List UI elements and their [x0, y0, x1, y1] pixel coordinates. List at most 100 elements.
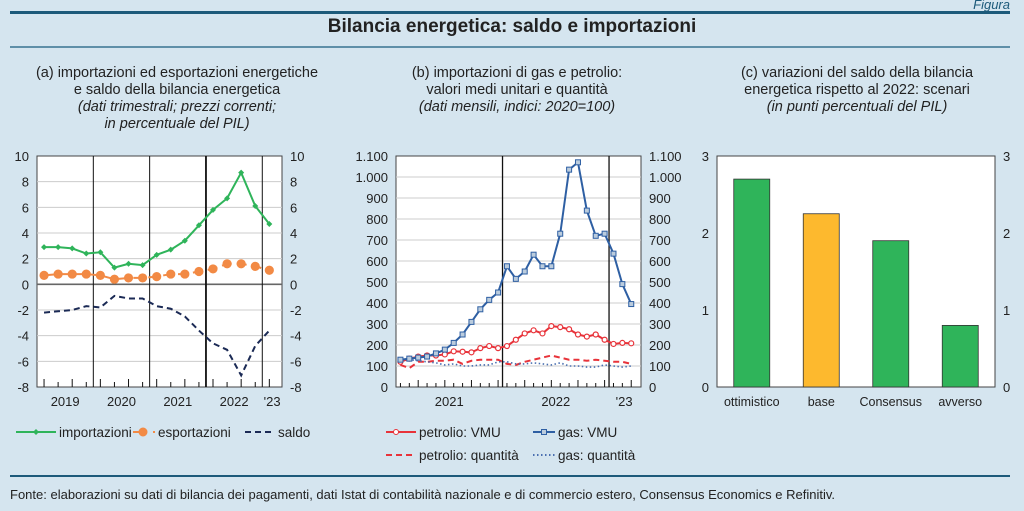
y-tick-label-left: 3	[702, 149, 709, 164]
gas: VMU-point	[601, 230, 608, 237]
gas: VMU-point	[628, 301, 635, 308]
esportazioni-point	[222, 259, 232, 269]
petrolio: VMU-point	[565, 326, 573, 333]
y-tick-label-left: 8	[22, 175, 29, 190]
petrolio: VMU-point	[468, 349, 475, 356]
petrolio: VMU-point	[530, 327, 537, 334]
y-tick-label-right: 10	[290, 149, 304, 164]
gas: VMU-point	[583, 207, 590, 214]
x-tick-label: 2021	[435, 394, 464, 409]
source-note: Fonte: elaborazioni su dati di bilancia …	[10, 487, 835, 502]
gas: VMU-point	[477, 306, 484, 313]
y-tick-label-right: 800	[649, 212, 671, 227]
esportazioni-point	[208, 264, 218, 274]
top-rule	[10, 11, 1010, 14]
bar-avverso	[941, 324, 979, 388]
importazioni-point	[210, 206, 217, 213]
title-rule	[10, 46, 1010, 48]
legend-label: gas: VMU	[558, 425, 617, 440]
subtitle-line: (dati mensili, indici: 2020=100)	[418, 99, 616, 115]
y-tick-label-left: 300	[366, 317, 388, 332]
bar-ottimistico	[733, 178, 771, 388]
y-tick-label-left: 800	[366, 212, 388, 227]
gas: VMU-point	[468, 318, 475, 325]
y-tick-label-left: 0	[22, 277, 29, 292]
importazioni-point	[153, 251, 160, 258]
gas: VMU-point	[424, 353, 431, 360]
footer-rule	[10, 475, 1010, 477]
y-tick-label-left: 10	[15, 149, 29, 164]
gas: VMU-point	[566, 166, 573, 173]
y-tick-label-left: -2	[17, 303, 29, 318]
legend-label: petrolio: quantità	[419, 448, 519, 463]
y-tick-label-left: 0	[381, 380, 388, 395]
gas: VMU-point	[450, 339, 457, 346]
x-tick-label: 2022	[220, 394, 249, 409]
y-tick-label-left: 2	[22, 252, 29, 267]
x-tick-label: '23	[264, 394, 281, 409]
gas: VMU-point	[610, 250, 617, 257]
importazioni-point	[41, 244, 48, 251]
petrolio: VMU-point	[619, 339, 626, 346]
importazioni-point	[139, 262, 146, 269]
esportazioni-point	[53, 269, 63, 279]
legend-label: importazioni	[59, 425, 132, 440]
petrolio: VMU-point	[628, 340, 635, 347]
legend-marker	[393, 429, 399, 435]
y-tick-label-right: 1.000	[649, 170, 682, 185]
esportazioni-point	[39, 270, 49, 280]
petrolio: VMU-point	[486, 342, 493, 350]
esportazioni-point	[138, 273, 148, 283]
y-tick-label-left: 400	[366, 296, 388, 311]
petrolio: VMU-point	[521, 330, 528, 337]
panel-a-plot-area	[36, 155, 283, 388]
importazioni-point	[252, 203, 259, 210]
y-tick-label-right: 200	[649, 338, 671, 353]
petrolio: VMU-point	[601, 336, 608, 343]
gas: VMU-point	[495, 289, 502, 296]
y-tick-label-left: 600	[366, 254, 388, 269]
y-tick-label-right: -2	[290, 303, 302, 318]
y-tick-label-left: 500	[366, 275, 388, 290]
y-tick-label-right: 1.100	[649, 149, 682, 164]
x-tick-label: Consensus	[859, 395, 922, 409]
importazioni-point	[195, 222, 202, 229]
gas: VMU-point	[486, 296, 493, 303]
esportazioni-point	[109, 274, 120, 284]
y-tick-label-right: -8	[290, 380, 302, 395]
legend-marker	[33, 429, 39, 435]
y-tick-label-right: 400	[649, 296, 671, 311]
gas: VMU-point	[459, 331, 466, 338]
legend-label: petrolio: VMU	[419, 425, 501, 440]
esportazioni-point	[264, 265, 274, 275]
legend-marker	[138, 427, 148, 437]
subtitle-line: (dati trimestrali; prezzi correnti;	[77, 99, 277, 115]
esportazioni-point	[152, 272, 162, 282]
panel-title-c: (c) variazioni del saldo della bilancia e…	[677, 65, 1024, 116]
importazioni-point	[181, 237, 188, 244]
petrolio: VMU-point	[512, 336, 519, 343]
petrolio: VMU-point	[548, 323, 555, 330]
legend-label: esportazioni	[158, 425, 231, 440]
gas: VMU-point	[397, 356, 404, 363]
esportazioni-point	[81, 269, 91, 279]
subtitle-line: (in punti percentuali del PIL)	[766, 99, 948, 115]
y-tick-label-left: 900	[366, 191, 388, 206]
y-tick-label-left: 1.100	[355, 149, 388, 164]
figure-label: Figura	[973, 0, 1010, 12]
petrolio: VMU-point	[610, 340, 617, 348]
y-tick-label-right: 2	[290, 252, 297, 267]
y-tick-label-left: 200	[366, 338, 388, 353]
legend-marker	[541, 429, 547, 435]
y-tick-label-left: 2	[702, 226, 709, 241]
bar-consensus	[872, 240, 910, 388]
y-tick-label-right: -4	[290, 329, 302, 344]
petrolio: VMU-point	[494, 345, 502, 352]
gas: VMU-point	[619, 281, 626, 288]
importazioni-point	[55, 244, 62, 251]
y-tick-label-left: 700	[366, 233, 388, 248]
y-tick-label-right: 6	[290, 200, 297, 215]
gas: VMU-point	[548, 263, 555, 270]
bar-base	[802, 213, 840, 388]
gas: VMU-point	[406, 355, 413, 362]
